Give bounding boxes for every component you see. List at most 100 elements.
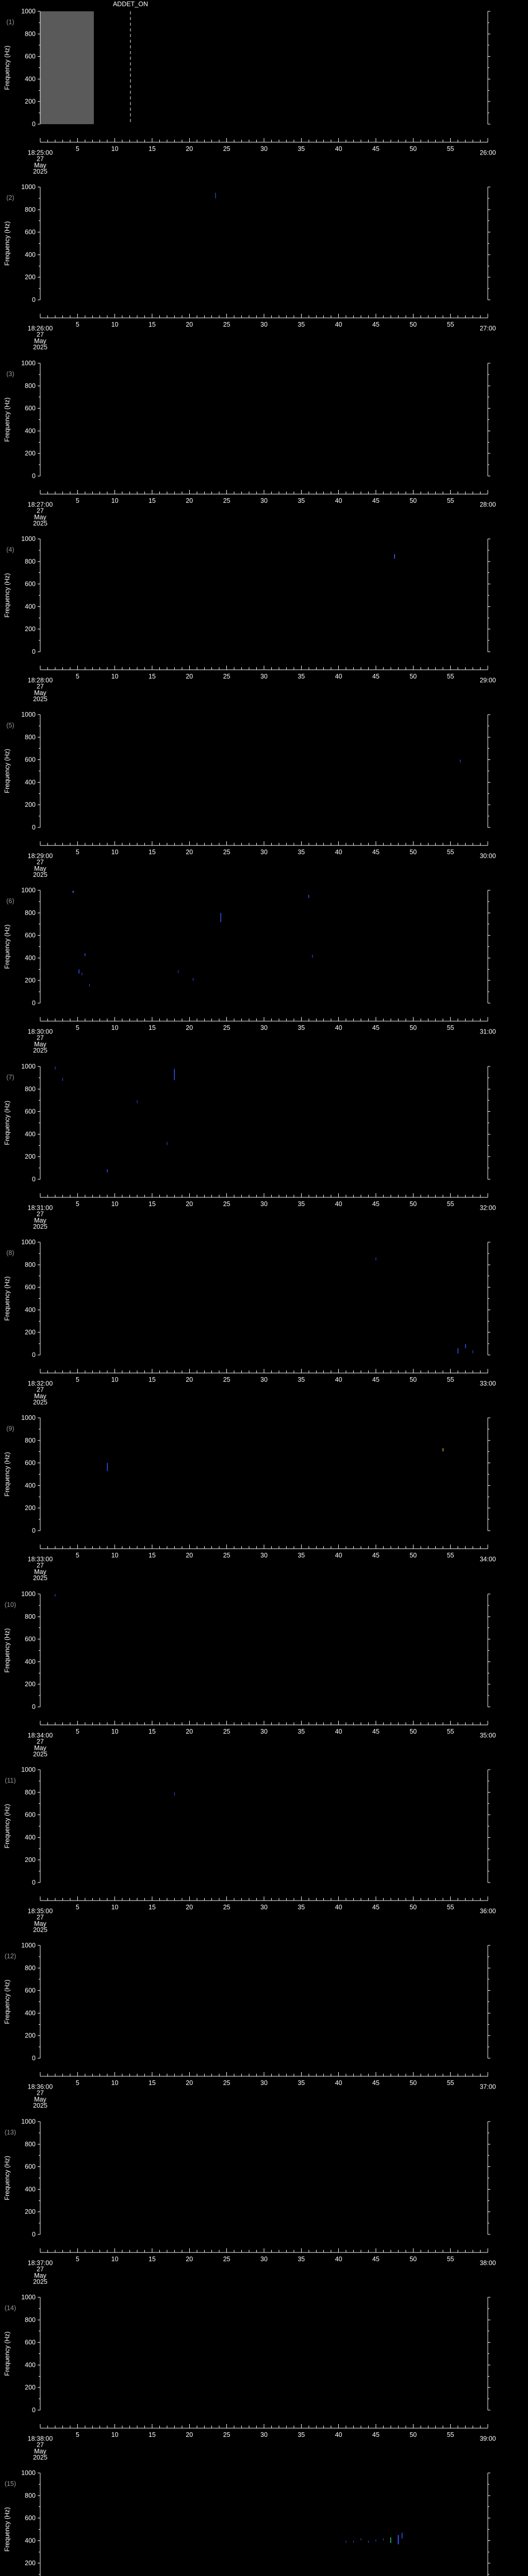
svg-text:Frequency (Hz): Frequency (Hz) [4,573,11,617]
svg-text:(14): (14) [5,2304,16,2312]
svg-text:400: 400 [25,75,36,82]
svg-text:Frequency (Hz): Frequency (Hz) [4,1804,11,1848]
svg-text:32:00: 32:00 [480,1204,496,1211]
svg-text:0: 0 [32,472,36,480]
svg-text:39:00: 39:00 [480,2435,496,2442]
svg-text:(12): (12) [5,1953,16,1960]
svg-text:Frequency (Hz): Frequency (Hz) [4,1276,11,1320]
svg-text:25: 25 [223,2256,230,2263]
svg-text:5: 5 [76,1376,79,1383]
svg-text:0: 0 [32,648,36,655]
svg-text:2025: 2025 [33,520,47,527]
svg-text:200: 200 [25,274,36,281]
svg-text:200: 200 [25,2560,36,2567]
svg-text:10: 10 [111,2079,119,2087]
svg-text:15: 15 [148,1376,156,1383]
svg-text:35: 35 [298,497,305,504]
svg-text:28:00: 28:00 [480,501,496,508]
svg-text:25: 25 [223,2079,230,2087]
svg-text:5: 5 [76,2256,79,2263]
svg-text:1000: 1000 [21,887,36,894]
svg-text:400: 400 [25,1834,36,1841]
svg-text:800: 800 [25,558,36,565]
svg-text:0: 0 [32,1527,36,1534]
svg-text:800: 800 [25,909,36,917]
svg-text:55: 55 [447,2256,454,2263]
svg-text:5: 5 [76,321,79,328]
svg-text:15: 15 [148,2431,156,2438]
svg-text:(8): (8) [6,1249,14,1257]
svg-text:Frequency (Hz): Frequency (Hz) [4,222,11,266]
svg-text:400: 400 [25,251,36,259]
svg-text:15: 15 [148,1200,156,1208]
svg-text:50: 50 [409,145,417,152]
svg-text:1000: 1000 [21,1063,36,1070]
svg-text:25: 25 [223,145,230,152]
svg-text:200: 200 [25,1856,36,1863]
svg-text:40: 40 [335,2256,342,2263]
svg-text:35: 35 [298,321,305,328]
svg-text:40: 40 [335,1376,342,1383]
svg-text:600: 600 [25,756,36,764]
svg-text:Frequency (Hz): Frequency (Hz) [4,2331,11,2376]
svg-text:20: 20 [186,321,193,328]
svg-text:30: 30 [260,673,268,680]
svg-text:15: 15 [148,1728,156,1735]
svg-text:45: 45 [372,1552,380,1559]
svg-text:0: 0 [32,2231,36,2238]
svg-text:25: 25 [223,2431,230,2438]
svg-text:800: 800 [25,206,36,213]
svg-text:800: 800 [25,2140,36,2147]
svg-text:30: 30 [260,2431,268,2438]
svg-text:Frequency (Hz): Frequency (Hz) [4,1452,11,1497]
svg-text:35: 35 [298,1904,305,1911]
svg-text:600: 600 [25,404,36,412]
svg-text:29:00: 29:00 [480,676,496,684]
svg-text:50: 50 [409,1904,417,1911]
svg-text:55: 55 [447,1552,454,1559]
svg-text:20: 20 [186,145,193,152]
svg-text:40: 40 [335,1552,342,1559]
svg-text:55: 55 [447,1904,454,1911]
svg-text:200: 200 [25,1153,36,1160]
svg-text:40: 40 [335,1200,342,1208]
svg-text:30: 30 [260,849,268,856]
svg-text:(9): (9) [6,1425,14,1432]
svg-text:40: 40 [335,145,342,152]
svg-text:55: 55 [447,673,454,680]
svg-text:25: 25 [223,849,230,856]
svg-text:Frequency (Hz): Frequency (Hz) [4,2156,11,2200]
svg-text:2025: 2025 [33,1223,47,1230]
svg-text:10: 10 [111,2256,119,2263]
svg-text:35: 35 [298,673,305,680]
svg-text:38:00: 38:00 [480,2259,496,2266]
svg-text:25: 25 [223,1728,230,1735]
svg-text:800: 800 [25,1261,36,1268]
svg-text:2025: 2025 [33,1926,47,1934]
svg-text:1000: 1000 [21,2118,36,2125]
svg-text:40: 40 [335,1728,342,1735]
svg-text:30: 30 [260,2256,268,2263]
svg-text:50: 50 [409,1200,417,1208]
svg-text:600: 600 [25,2515,36,2522]
svg-text:35: 35 [298,1728,305,1735]
svg-text:1000: 1000 [21,1590,36,1598]
svg-text:1000: 1000 [21,183,36,191]
svg-text:600: 600 [25,1987,36,1994]
svg-text:2025: 2025 [33,1399,47,1406]
svg-text:55: 55 [447,849,454,856]
svg-text:45: 45 [372,321,380,328]
svg-text:5: 5 [76,2431,79,2438]
svg-text:5: 5 [76,1200,79,1208]
svg-text:35: 35 [298,2256,305,2263]
svg-text:600: 600 [25,580,36,587]
svg-text:27:00: 27:00 [480,325,496,332]
svg-text:Frequency (Hz): Frequency (Hz) [4,1980,11,2024]
svg-text:25: 25 [223,1024,230,1031]
svg-text:600: 600 [25,2163,36,2170]
svg-text:1000: 1000 [21,8,36,15]
svg-text:15: 15 [148,2079,156,2087]
svg-text:400: 400 [25,2361,36,2368]
svg-text:20: 20 [186,1200,193,1208]
svg-text:2025: 2025 [33,2454,47,2461]
